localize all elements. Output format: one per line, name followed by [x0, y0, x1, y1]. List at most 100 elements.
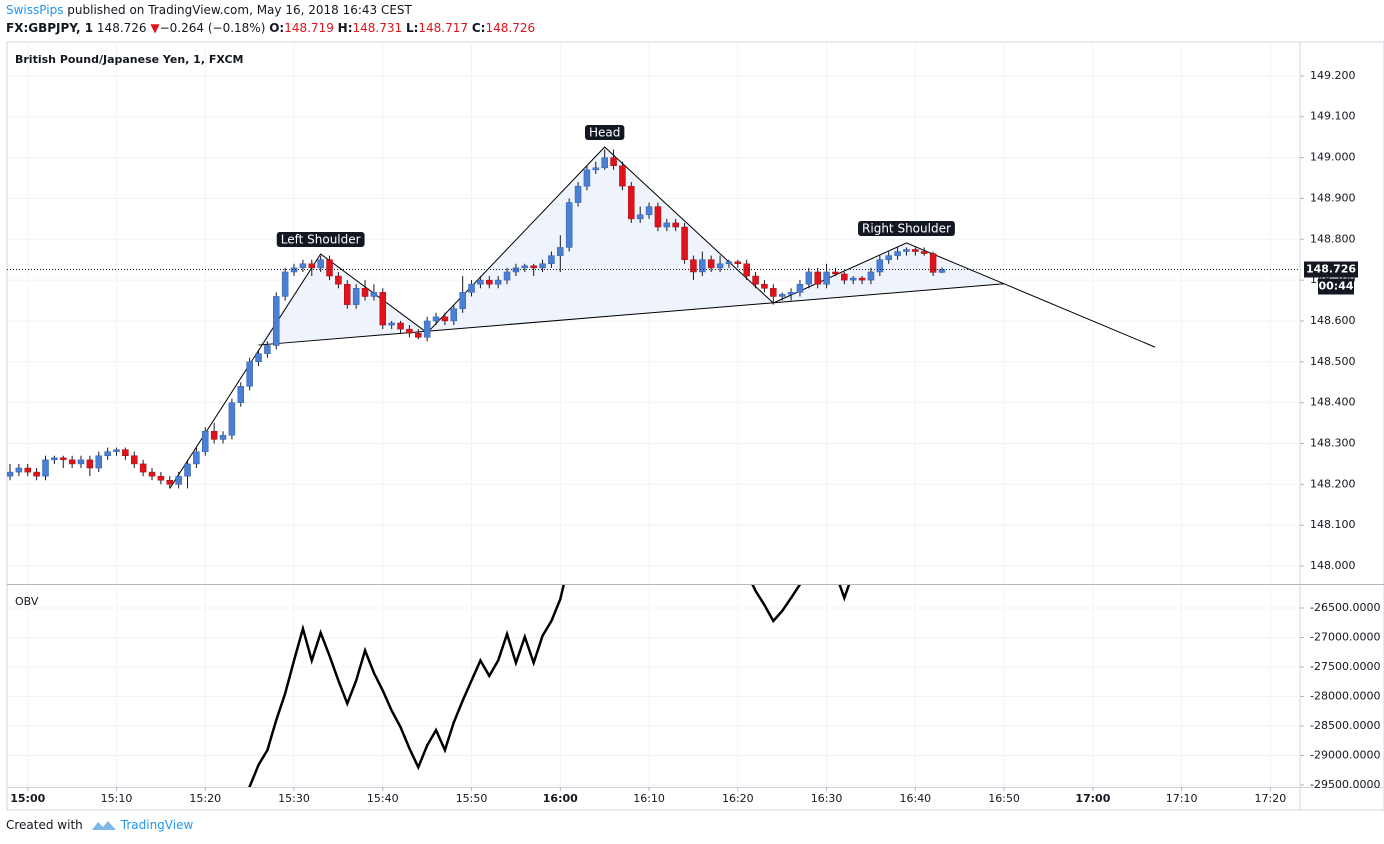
candle-body: [86, 459, 94, 469]
high: 148.731: [352, 21, 403, 35]
y-tick-label: 148.300: [1310, 436, 1356, 449]
candle-body: [557, 247, 564, 256]
neckline: [258, 283, 1005, 346]
axes: 15:00 15:10 15:20 15:30 15:40 15:50 16:00 16:10…: [10, 69, 1380, 805]
label-text: Head: [589, 125, 620, 139]
candle-body: [849, 277, 857, 281]
candle-body: [841, 273, 848, 281]
y-tick-label: 148.500: [1310, 355, 1356, 368]
candle-body: [690, 259, 697, 273]
candle-body: [858, 277, 866, 281]
y-tick-label: -28500.0000: [1310, 719, 1380, 732]
pattern-label: Right Shoulder: [858, 220, 955, 236]
x-tick-label: 17:20: [1255, 792, 1287, 805]
last-price-box: [1304, 261, 1358, 278]
pattern-fill: [258, 146, 1005, 346]
candle-body: [273, 296, 280, 346]
obv-pane: [248, 585, 851, 787]
change: −0.264 (−0.18%): [159, 21, 266, 35]
x-tick-label: 17:10: [1166, 792, 1198, 805]
candle-body: [814, 271, 821, 285]
candle-body: [42, 459, 49, 477]
candle-body: [486, 279, 493, 285]
pane-title: British Pound/Japanese Yen, 1, FXCM: [15, 53, 243, 66]
y-tick-label: -26500.0000: [1310, 601, 1380, 614]
candle-body: [752, 275, 759, 285]
chart-frame: [6, 41, 1384, 811]
candle-body: [379, 292, 387, 326]
candle-body: [441, 316, 449, 322]
x-tick-label: 17:00: [1075, 792, 1110, 805]
candle-body: [876, 259, 884, 273]
candle-body: [477, 279, 484, 285]
author[interactable]: SwissPips: [6, 3, 64, 17]
candle-body: [246, 361, 253, 387]
candle-body: [734, 261, 742, 265]
projection-line: [1003, 283, 1156, 348]
y-tick-label: 149.100: [1310, 110, 1356, 123]
candle-body: [938, 269, 946, 273]
candle-body: [512, 267, 520, 273]
x-tick-label: 16:20: [722, 792, 754, 805]
candle-body: [778, 294, 786, 297]
candle-body: [716, 263, 724, 269]
open: 148.719: [284, 21, 334, 35]
candle-body: [166, 480, 174, 485]
created-with: Created with: [6, 818, 83, 832]
candle-body: [636, 214, 644, 220]
candle-body: [335, 275, 342, 285]
low-label: L:: [405, 21, 419, 35]
candle-body: [867, 271, 875, 281]
last-price-label: 148.726: [1306, 263, 1356, 276]
candle-body: [104, 451, 111, 456]
candle-body: [255, 353, 262, 363]
x-tick-label: 16:30: [811, 792, 843, 805]
label-box: [276, 231, 365, 247]
candle-body: [654, 206, 662, 228]
candle-body: [370, 292, 378, 297]
candle-body: [565, 202, 573, 248]
candle-body: [228, 402, 236, 436]
y-tick-label: 148.200: [1310, 477, 1356, 490]
candle-body: [308, 263, 316, 269]
x-tick-label: 16:40: [899, 792, 931, 805]
open-label: O:: [269, 21, 285, 35]
candle-body: [397, 322, 404, 330]
candle-body: [388, 322, 395, 326]
close: 148.726: [485, 21, 536, 35]
candle-body: [290, 267, 298, 273]
candle-body: [361, 288, 369, 297]
candle-body: [583, 169, 591, 187]
candle-body: [672, 222, 679, 228]
candle-body: [912, 249, 919, 252]
candle-body: [725, 261, 733, 265]
quote-line: FX:GBPJPY, 1 148.726 ▼−0.264 (−0.18%) O:…: [6, 21, 535, 35]
y-tick-label: 148.400: [1310, 396, 1356, 409]
obv-title: OBV: [15, 595, 39, 608]
countdown-box: [1318, 278, 1354, 295]
symbol: FX:GBPJPY, 1: [6, 21, 94, 35]
obv-line: [751, 585, 802, 624]
candle-body: [299, 263, 307, 269]
candle-body: [33, 471, 40, 477]
candle-body: [885, 255, 892, 260]
x-tick-label: 15:20: [189, 792, 221, 805]
y-tick-label: -27500.0000: [1310, 660, 1380, 673]
candle-body: [432, 316, 440, 322]
candle-body: [743, 263, 750, 277]
candle-body: [494, 279, 502, 285]
candle-body: [77, 459, 85, 465]
x-tick-label: 16:00: [543, 792, 578, 805]
x-tick-label: 16:10: [633, 792, 665, 805]
candle-body: [202, 430, 209, 452]
x-tick-label: 15:10: [101, 792, 133, 805]
candle-body: [113, 449, 120, 452]
candle-body: [539, 263, 546, 269]
candle-body: [574, 185, 582, 203]
candle-body: [237, 386, 245, 403]
candle-body: [450, 308, 458, 322]
brand[interactable]: TradingView: [120, 818, 194, 832]
candle-body: [122, 449, 129, 456]
